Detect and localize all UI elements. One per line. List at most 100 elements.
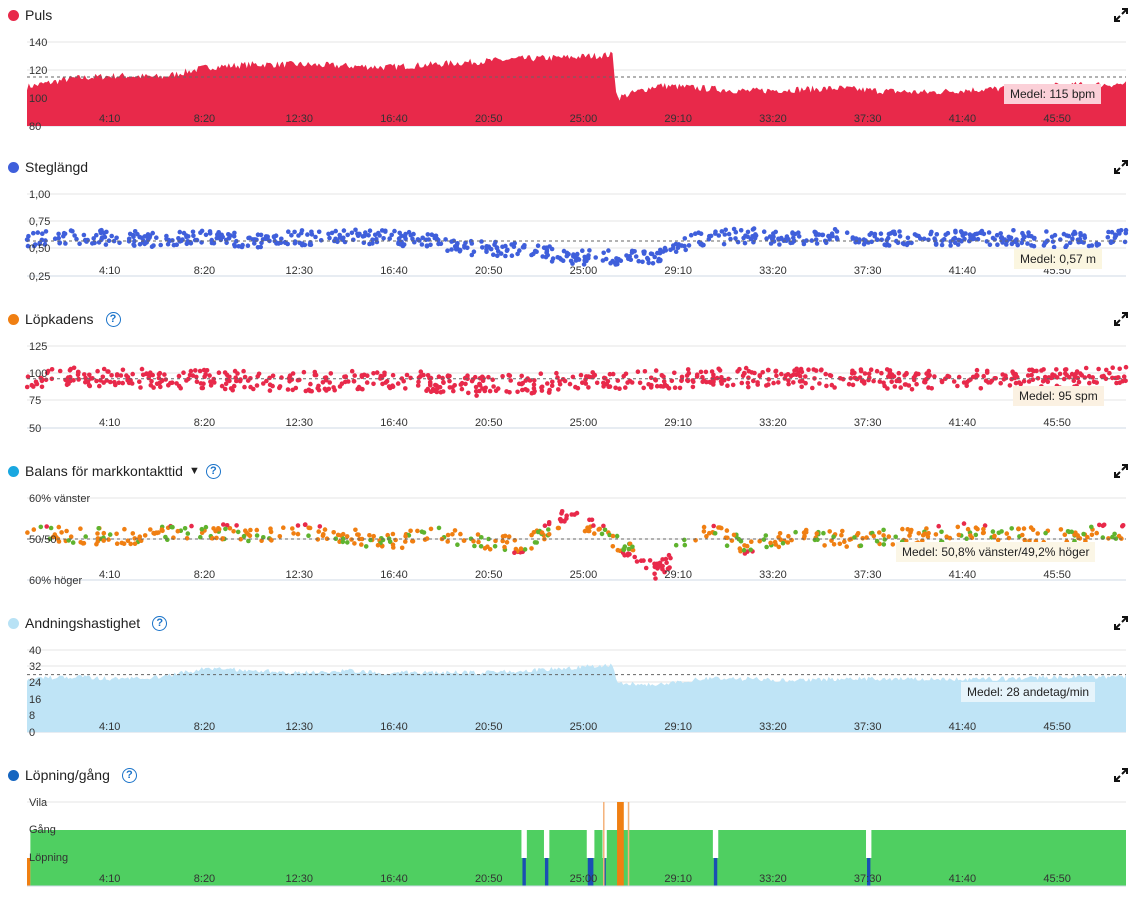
data-point [70,540,76,545]
data-point [160,528,165,534]
expand-icon[interactable] [1114,8,1128,22]
data-point [796,230,801,235]
data-point [879,370,884,376]
gap-segment [866,830,872,858]
question-circle-icon[interactable]: ? [105,311,121,327]
question-circle-icon[interactable]: ? [205,463,221,479]
data-point [1071,378,1077,383]
question-circle-icon[interactable]: ? [152,615,168,631]
data-point [637,380,643,386]
x-tick-label: 16:40 [380,417,408,429]
data-point [490,377,496,383]
data-point [885,386,890,391]
x-tick-label: 4:10 [99,873,120,885]
data-point [101,380,106,385]
data-point [125,538,131,543]
expand-icon[interactable] [1114,616,1128,630]
data-point [1107,370,1112,376]
data-point [1087,380,1092,386]
data-point [285,241,291,247]
data-point [494,245,500,250]
data-point [48,525,54,531]
data-point [791,235,796,241]
data-point [1058,527,1064,532]
data-point [1123,227,1129,233]
data-point [97,383,102,389]
data-point [322,527,328,532]
data-point [242,384,247,390]
y-tick-label: 50 [29,423,41,435]
average-label-balans: Medel: 50,8% vänster/49,2% höger [896,542,1096,562]
data-point [477,381,482,387]
data-point [1010,369,1015,374]
data-point [872,231,878,237]
data-point [158,242,163,248]
expand-icon[interactable] [1114,464,1128,478]
data-point [57,368,63,374]
data-point [270,373,276,379]
data-point [810,385,815,391]
expand-icon[interactable] [1114,160,1128,174]
data-point [556,387,561,392]
data-point [701,524,707,530]
gap-segment [586,830,595,858]
data-point [814,241,820,246]
data-point [455,542,460,547]
data-point [359,536,365,542]
x-tick-label: 37:30 [854,265,882,277]
data-point [1016,526,1021,532]
data-point [790,231,795,236]
data-point [186,234,191,239]
data-point [749,370,755,375]
data-point [886,534,892,539]
data-point [1082,233,1087,238]
x-tick-label: 16:40 [380,873,408,885]
data-point [531,251,536,257]
data-point [806,367,811,372]
data-point [517,248,522,253]
data-point [485,544,490,549]
data-point [653,368,659,373]
chart-steglangd: 1,00 0,75 0,50 0,25 4:10 8:20 12:30 16:40 20:50 2… [24,189,1129,283]
data-point [630,544,635,550]
data-point [903,382,909,387]
question-circle-icon[interactable]: ? [121,767,137,783]
data-point [326,386,332,392]
data-point [567,381,573,387]
data-point [589,517,595,523]
data-point [900,241,906,246]
data-point [352,373,358,378]
data-point [368,537,373,543]
data-point [945,373,950,379]
caret-down-icon[interactable]: ▼ [188,465,200,477]
data-point [166,383,171,388]
data-point [139,366,145,372]
data-point [636,258,641,264]
data-point [881,527,886,533]
y-tick-label: Vila [29,797,48,809]
data-point [472,543,477,549]
data-point [607,371,613,377]
data-point [539,385,544,390]
x-tick-label: 8:20 [194,569,215,581]
data-point [318,238,324,243]
data-point [803,380,808,386]
data-point [214,235,220,241]
data-point [176,373,182,379]
x-tick-label: 12:30 [285,569,313,581]
data-point [904,371,909,376]
expand-icon[interactable] [1114,768,1128,782]
data-point [585,525,590,530]
walking-segment [603,858,606,886]
data-point [947,535,953,541]
data-point [822,543,827,548]
data-point [227,378,232,384]
y-tick-label: 8 [29,710,35,722]
data-point [712,531,718,536]
data-point [329,230,335,236]
data-point [649,382,654,388]
data-point [777,531,783,536]
x-tick-label: 45:50 [1043,417,1071,429]
expand-icon[interactable] [1114,312,1128,326]
data-point [602,527,608,533]
